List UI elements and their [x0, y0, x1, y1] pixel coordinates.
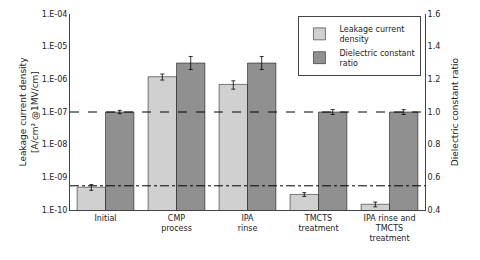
svg-text:0.4: 0.4 [428, 206, 441, 215]
svg-text:0.6: 0.6 [428, 173, 441, 182]
svg-text:Leakage current density[A/cm²: Leakage current density[A/cm² @1MV/cm] [18, 57, 40, 167]
svg-text:1.E-08: 1.E-08 [42, 140, 68, 149]
svg-text:Leakage currentdensity: Leakage currentdensity [339, 25, 404, 44]
svg-text:1.2: 1.2 [428, 75, 441, 84]
svg-text:1.E-06: 1.E-06 [42, 75, 68, 84]
svg-text:1.E-10: 1.E-10 [42, 206, 68, 215]
svg-text:Dielectric constant ratio: Dielectric constant ratio [450, 57, 460, 166]
svg-text:1.4: 1.4 [428, 42, 441, 51]
svg-text:Initial: Initial [94, 214, 116, 223]
svg-text:1.6: 1.6 [428, 10, 441, 19]
svg-text:IPA rinse andTMCTStreatment: IPA rinse andTMCTStreatment [364, 214, 416, 244]
svg-text:1.E-05: 1.E-05 [42, 42, 68, 51]
svg-text:1.E-09: 1.E-09 [42, 173, 68, 182]
svg-text:IPArinse: IPArinse [238, 214, 258, 233]
svg-text:CMPprocess: CMPprocess [161, 214, 192, 233]
svg-text:1.E-04: 1.E-04 [42, 10, 68, 19]
svg-text:1.E-07: 1.E-07 [42, 108, 68, 117]
svg-text:Dielectric constantratio: Dielectric constantratio [339, 49, 414, 68]
svg-text:1.0: 1.0 [428, 108, 441, 117]
svg-text:0.8: 0.8 [428, 140, 441, 149]
svg-text:TMCTStreatment: TMCTStreatment [298, 214, 338, 233]
